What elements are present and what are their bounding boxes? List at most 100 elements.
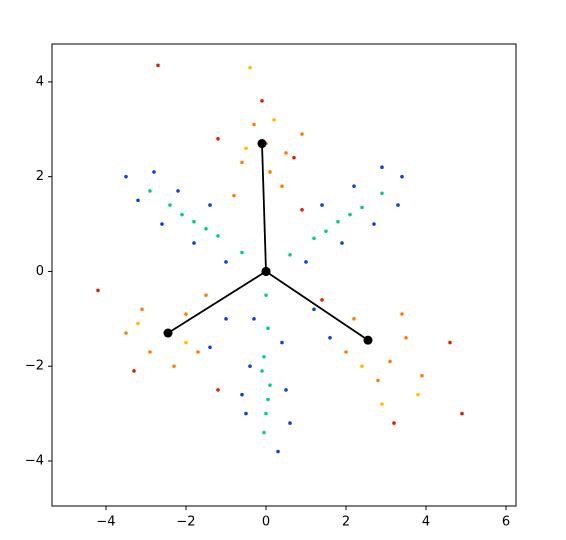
y-tick-label: 4 bbox=[36, 74, 44, 89]
point bbox=[352, 184, 356, 188]
point bbox=[208, 345, 212, 350]
point bbox=[312, 236, 316, 241]
point bbox=[324, 229, 328, 233]
point bbox=[276, 449, 280, 454]
point bbox=[266, 397, 270, 402]
point bbox=[312, 307, 316, 312]
node-marker bbox=[363, 335, 373, 345]
point bbox=[400, 174, 404, 179]
point bbox=[148, 350, 152, 354]
point bbox=[352, 317, 356, 321]
node-marker bbox=[257, 139, 267, 149]
point bbox=[288, 421, 292, 425]
point bbox=[260, 99, 264, 103]
point bbox=[268, 170, 272, 174]
point bbox=[168, 203, 172, 207]
x-tick-label: 6 bbox=[502, 515, 510, 530]
point bbox=[272, 118, 276, 122]
node-marker bbox=[261, 266, 271, 276]
point bbox=[360, 205, 364, 210]
point bbox=[460, 411, 464, 416]
x-tick-label: 0 bbox=[262, 515, 270, 530]
point bbox=[360, 364, 364, 369]
point bbox=[372, 222, 376, 226]
point bbox=[380, 165, 384, 169]
y-tick-label: −4 bbox=[25, 453, 44, 468]
point bbox=[266, 326, 270, 331]
point bbox=[132, 369, 136, 373]
point bbox=[216, 136, 220, 141]
point bbox=[320, 203, 324, 207]
point bbox=[172, 364, 176, 369]
point bbox=[192, 219, 196, 224]
point bbox=[216, 388, 220, 392]
point bbox=[180, 212, 184, 217]
plot-frame bbox=[51, 43, 517, 507]
y-tick-label: 2 bbox=[36, 169, 44, 184]
point bbox=[224, 317, 228, 321]
point bbox=[152, 170, 156, 174]
point bbox=[244, 146, 248, 151]
point bbox=[240, 250, 244, 255]
point bbox=[136, 321, 140, 326]
point bbox=[216, 234, 220, 238]
point bbox=[96, 288, 100, 293]
point bbox=[262, 430, 266, 435]
point bbox=[304, 260, 308, 264]
point bbox=[388, 359, 392, 364]
point bbox=[300, 208, 304, 212]
point bbox=[184, 340, 188, 345]
point bbox=[284, 388, 288, 392]
point bbox=[400, 312, 404, 316]
point bbox=[320, 298, 324, 302]
node-marker bbox=[163, 328, 173, 338]
point bbox=[204, 227, 208, 231]
point bbox=[148, 189, 152, 193]
x-tick-label: 4 bbox=[422, 515, 430, 530]
point bbox=[124, 331, 128, 335]
point bbox=[248, 65, 252, 70]
point bbox=[160, 222, 164, 226]
point bbox=[252, 317, 256, 321]
point bbox=[280, 340, 284, 345]
point bbox=[300, 132, 304, 136]
point bbox=[232, 193, 236, 198]
point bbox=[192, 241, 196, 245]
point bbox=[396, 203, 400, 207]
point bbox=[124, 174, 128, 179]
point bbox=[184, 312, 188, 316]
point bbox=[268, 383, 272, 387]
point bbox=[208, 203, 212, 207]
point bbox=[404, 335, 408, 340]
point bbox=[140, 307, 144, 312]
point bbox=[252, 122, 256, 127]
point bbox=[336, 219, 340, 224]
y-tick-label: −2 bbox=[25, 359, 44, 374]
point bbox=[240, 392, 244, 397]
x-tick-label: −2 bbox=[176, 515, 195, 530]
point bbox=[348, 212, 352, 217]
point bbox=[292, 155, 296, 160]
point bbox=[248, 364, 252, 369]
point bbox=[448, 340, 452, 345]
x-tick-label: 2 bbox=[342, 515, 350, 530]
point bbox=[244, 411, 248, 416]
point bbox=[416, 392, 420, 397]
point bbox=[262, 354, 266, 359]
point bbox=[288, 253, 292, 257]
point bbox=[376, 378, 380, 383]
point bbox=[136, 198, 140, 203]
point bbox=[156, 63, 160, 68]
point bbox=[264, 411, 268, 416]
y-tick-label: 0 bbox=[36, 264, 44, 279]
point bbox=[176, 189, 180, 193]
x-tick-label: −4 bbox=[96, 515, 115, 530]
point bbox=[204, 293, 208, 297]
point bbox=[392, 421, 396, 425]
point bbox=[340, 241, 344, 245]
point bbox=[380, 191, 384, 196]
point bbox=[264, 293, 268, 297]
point bbox=[280, 184, 284, 188]
point bbox=[240, 160, 244, 165]
